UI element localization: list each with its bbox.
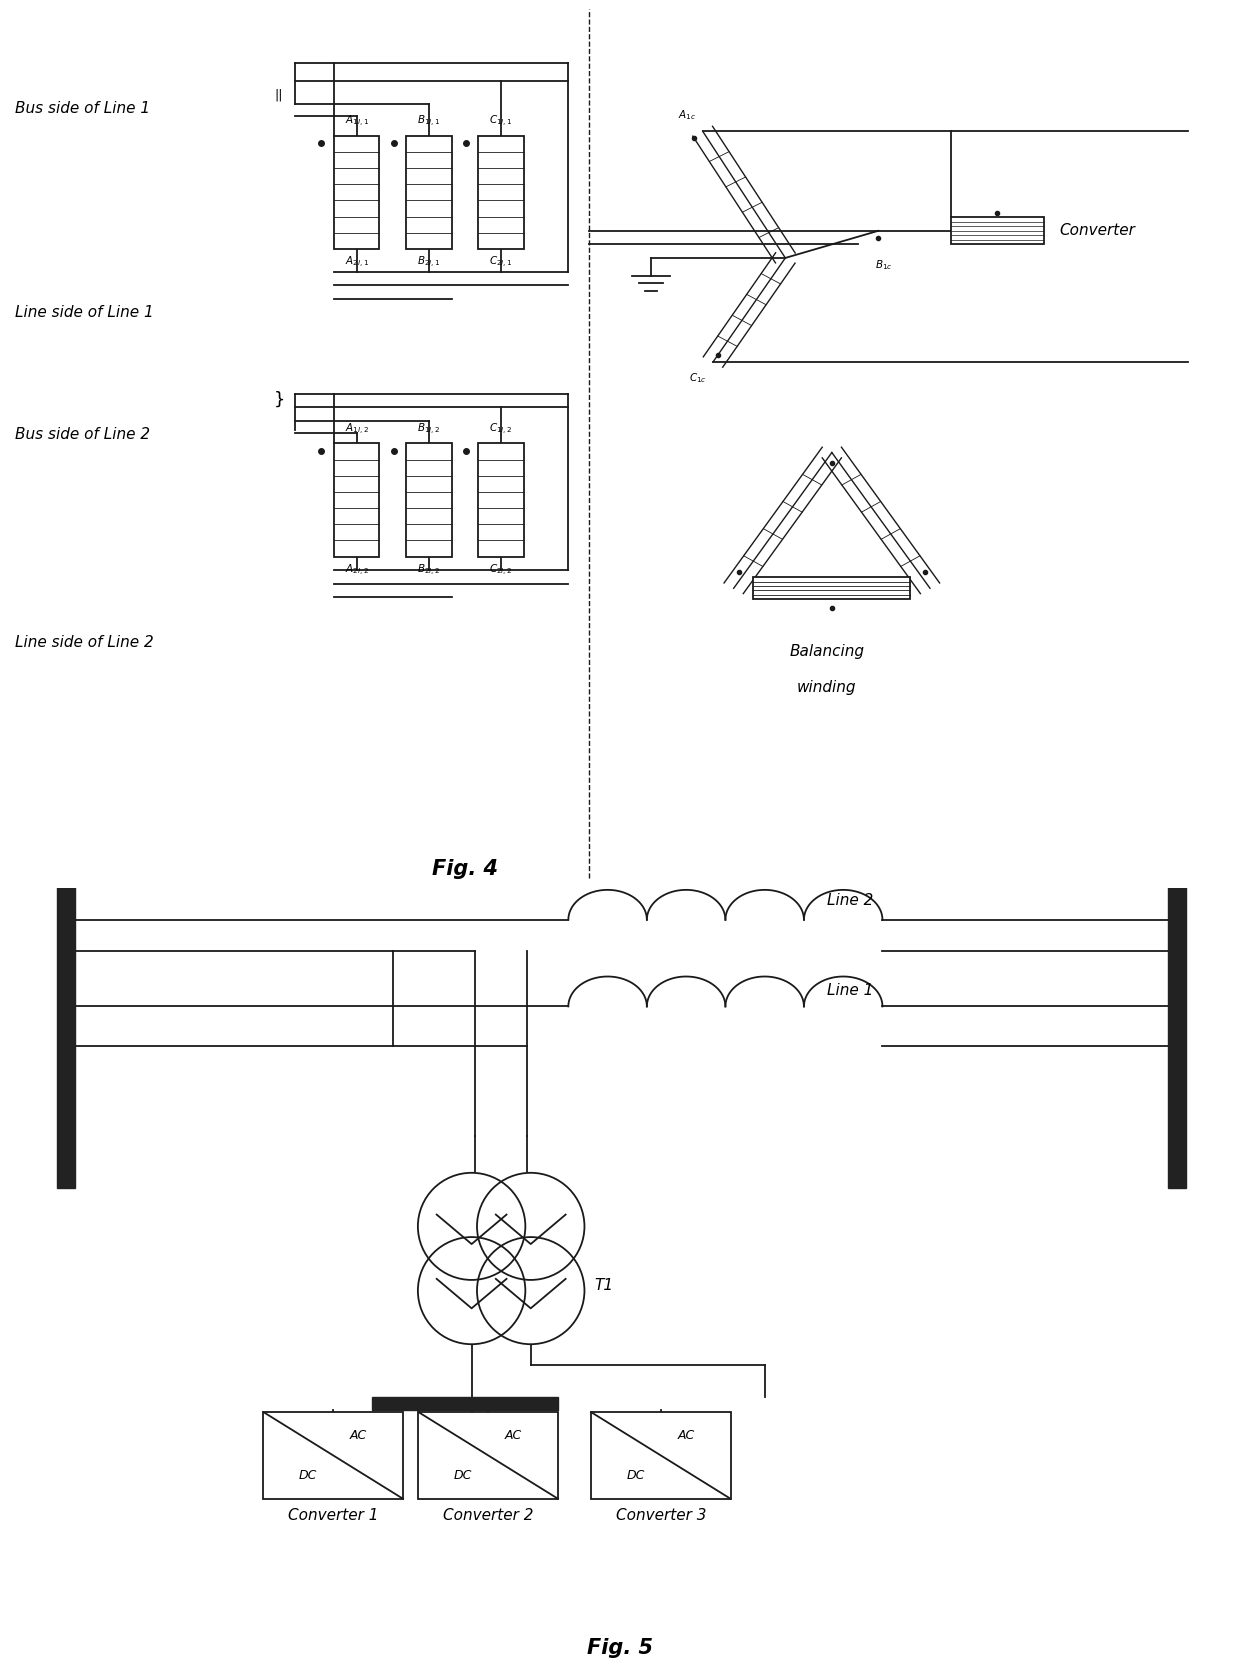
Polygon shape xyxy=(407,136,451,248)
Text: $C_{1l,1}$: $C_{1l,1}$ xyxy=(490,114,513,129)
Polygon shape xyxy=(407,444,451,556)
Text: }: } xyxy=(273,391,285,409)
Text: ||: || xyxy=(275,89,283,102)
Bar xyxy=(263,1413,403,1498)
Text: $B_{2l,2}$: $B_{2l,2}$ xyxy=(417,563,440,578)
Ellipse shape xyxy=(418,1173,526,1280)
Text: $B_{2l,1}$: $B_{2l,1}$ xyxy=(417,255,440,270)
Polygon shape xyxy=(479,444,523,556)
Text: Converter 2: Converter 2 xyxy=(443,1508,533,1523)
Text: Converter 3: Converter 3 xyxy=(615,1508,706,1523)
Ellipse shape xyxy=(477,1237,584,1344)
Text: $C_{2l,1}$: $C_{2l,1}$ xyxy=(490,255,513,270)
Text: $C_{1l,2}$: $C_{1l,2}$ xyxy=(490,422,513,437)
Bar xyxy=(57,873,76,1188)
Text: AC: AC xyxy=(350,1430,367,1441)
Text: $B_{1l,1}$: $B_{1l,1}$ xyxy=(417,114,440,129)
Text: $A_{2l,2}$: $A_{2l,2}$ xyxy=(345,563,368,578)
Text: T1: T1 xyxy=(595,1277,614,1292)
Polygon shape xyxy=(334,136,379,248)
Text: $A_{2l,1}$: $A_{2l,1}$ xyxy=(345,255,368,270)
Text: DC: DC xyxy=(626,1468,645,1482)
Text: Converter: Converter xyxy=(1059,223,1135,238)
Text: $B_{1c}$: $B_{1c}$ xyxy=(874,258,893,272)
Text: $B_{1l,2}$: $B_{1l,2}$ xyxy=(417,422,440,437)
Text: Balancing: Balancing xyxy=(789,644,864,659)
Text: AC: AC xyxy=(677,1430,694,1441)
Text: $A_{1c}$: $A_{1c}$ xyxy=(678,109,696,122)
Text: Line 1: Line 1 xyxy=(827,984,873,999)
Text: Line 2: Line 2 xyxy=(827,893,873,908)
Ellipse shape xyxy=(477,1173,584,1280)
Ellipse shape xyxy=(418,1237,526,1344)
Text: Converter 1: Converter 1 xyxy=(288,1508,378,1523)
Text: Line side of Line 1: Line side of Line 1 xyxy=(15,305,154,320)
Text: $C_{1c}$: $C_{1c}$ xyxy=(688,370,707,385)
Text: AC: AC xyxy=(505,1430,522,1441)
Polygon shape xyxy=(334,444,379,556)
Polygon shape xyxy=(754,578,910,598)
Text: Bus side of Line 2: Bus side of Line 2 xyxy=(15,427,150,442)
Text: Fig. 4: Fig. 4 xyxy=(432,858,498,878)
Bar xyxy=(1168,873,1187,1188)
Text: $A_{1l,1}$: $A_{1l,1}$ xyxy=(345,114,368,129)
Text: Fig. 5: Fig. 5 xyxy=(587,1639,653,1659)
Text: winding: winding xyxy=(797,680,857,696)
Text: Line side of Line 2: Line side of Line 2 xyxy=(15,635,154,650)
Text: $C_{2l,2}$: $C_{2l,2}$ xyxy=(490,563,513,578)
Bar xyxy=(418,1413,558,1498)
Polygon shape xyxy=(479,136,523,248)
Bar xyxy=(591,1413,730,1498)
Text: Bus side of Line 1: Bus side of Line 1 xyxy=(15,101,150,116)
Polygon shape xyxy=(951,218,1044,245)
Text: DC: DC xyxy=(299,1468,317,1482)
Text: DC: DC xyxy=(454,1468,472,1482)
Text: $A_{1l,2}$: $A_{1l,2}$ xyxy=(345,422,368,437)
Bar xyxy=(372,1398,558,1410)
